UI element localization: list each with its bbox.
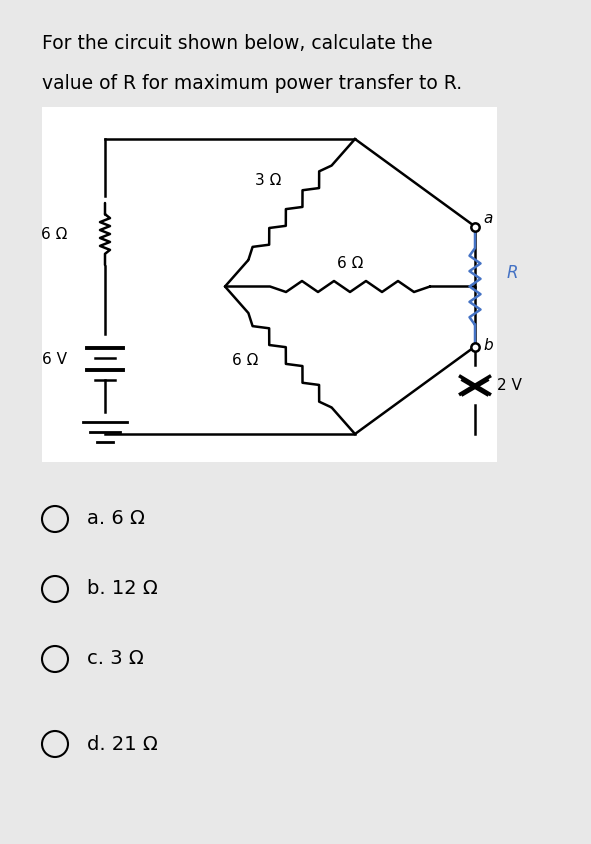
Text: b: b — [483, 338, 493, 354]
Text: 3 Ω: 3 Ω — [255, 173, 281, 187]
Text: R: R — [507, 264, 518, 283]
Text: d. 21 Ω: d. 21 Ω — [87, 734, 158, 754]
Text: a: a — [483, 210, 492, 225]
Text: a. 6 Ω: a. 6 Ω — [87, 510, 145, 528]
Text: 2 V: 2 V — [497, 378, 522, 392]
Text: b. 12 Ω: b. 12 Ω — [87, 580, 158, 598]
FancyBboxPatch shape — [42, 107, 497, 462]
Text: 6 Ω: 6 Ω — [41, 226, 67, 241]
Text: For the circuit shown below, calculate the: For the circuit shown below, calculate t… — [42, 34, 433, 53]
Text: 6 Ω: 6 Ω — [337, 256, 363, 270]
Text: 6 V: 6 V — [42, 351, 67, 366]
Text: 6 Ω: 6 Ω — [232, 353, 258, 368]
Text: c. 3 Ω: c. 3 Ω — [87, 650, 144, 668]
Text: value of R for maximum power transfer to R.: value of R for maximum power transfer to… — [42, 74, 462, 93]
